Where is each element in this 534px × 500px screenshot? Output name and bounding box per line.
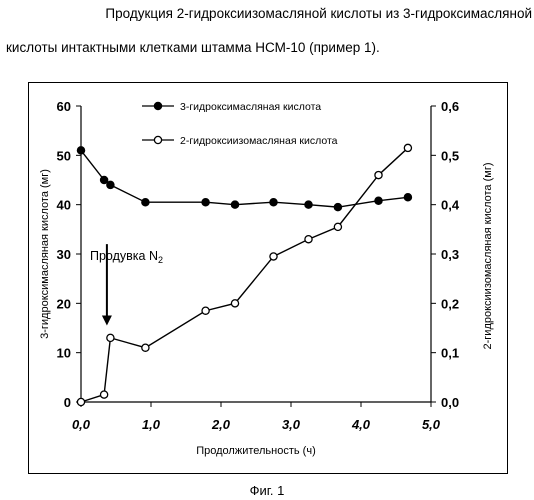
series-line-2 [81, 148, 408, 402]
series-2-point [101, 391, 108, 398]
y-left-tick-label: 40 [57, 198, 71, 213]
legend-label: 3-гидроксимасляная кислота [180, 101, 321, 113]
legend-label: 2-гидроксиизомасляная кислота [180, 135, 338, 147]
y-right-tick-label: 0,3 [441, 247, 459, 262]
x-tick-label: 4,0 [351, 417, 371, 432]
series-1-point [142, 199, 149, 206]
series-1-point [334, 204, 341, 211]
y-left-tick-label: 60 [57, 99, 71, 114]
series-line-1 [81, 150, 408, 207]
series-2-point [77, 398, 84, 405]
chart-svg: 0,0 1,0 2,0 3,0 4,0 5,0 0 10 20 30 40 50 60 0,0 0,1 0,2… [0, 0, 534, 480]
series-2-point [375, 171, 382, 178]
series-2-point [202, 307, 209, 314]
y-axis-right-label: 2-гидроксиизомасляная кислота (мг) [482, 163, 494, 350]
y-axis-left-label: 3-гидроксимасляная кислота (мг) [39, 169, 51, 339]
series-2-point [142, 344, 149, 351]
x-tick-label: 5,0 [422, 417, 441, 432]
series-2-point [334, 223, 341, 230]
y-right-tick-label: 0,4 [441, 198, 460, 213]
series-2-point [404, 144, 411, 151]
y-right-tick-label: 0,0 [441, 395, 459, 410]
series-2-point [305, 236, 312, 243]
y-right-tick-label: 0,5 [441, 148, 459, 163]
y-left-tick-label: 0 [64, 395, 71, 410]
series-2-point [231, 300, 238, 307]
series-1-point [107, 181, 114, 188]
legend-marker [154, 102, 161, 109]
x-tick-label: 0,0 [72, 417, 91, 432]
x-tick-label: 1,0 [142, 417, 161, 432]
series-2-point [107, 334, 114, 341]
y-right-tick-label: 0,6 [441, 99, 459, 114]
annotation-label: Продувка N2 [90, 249, 163, 265]
y-right-tick-label: 0,2 [441, 296, 459, 311]
series-1-point [270, 199, 277, 206]
series-1-point [77, 147, 84, 154]
series-2-point [270, 253, 277, 260]
series-1-point [231, 201, 238, 208]
series-1-point [305, 201, 312, 208]
y-left-tick-label: 20 [57, 296, 71, 311]
series-1-point [202, 199, 209, 206]
x-tick-label: 2,0 [211, 417, 231, 432]
x-axis-label: Продолжительность (ч) [196, 445, 316, 457]
y-right-tick-label: 0,1 [441, 346, 459, 361]
series-1-point [404, 194, 411, 201]
legend-marker [154, 136, 161, 143]
figure-label: Фиг. 1 [0, 483, 534, 498]
series-1-point [375, 197, 382, 204]
x-tick-label: 3,0 [282, 417, 301, 432]
series-1-point [101, 176, 108, 183]
y-left-tick-label: 30 [57, 247, 71, 262]
y-left-tick-label: 10 [57, 346, 71, 361]
annotation-arrow-head [102, 316, 112, 326]
y-left-tick-label: 50 [57, 148, 71, 163]
